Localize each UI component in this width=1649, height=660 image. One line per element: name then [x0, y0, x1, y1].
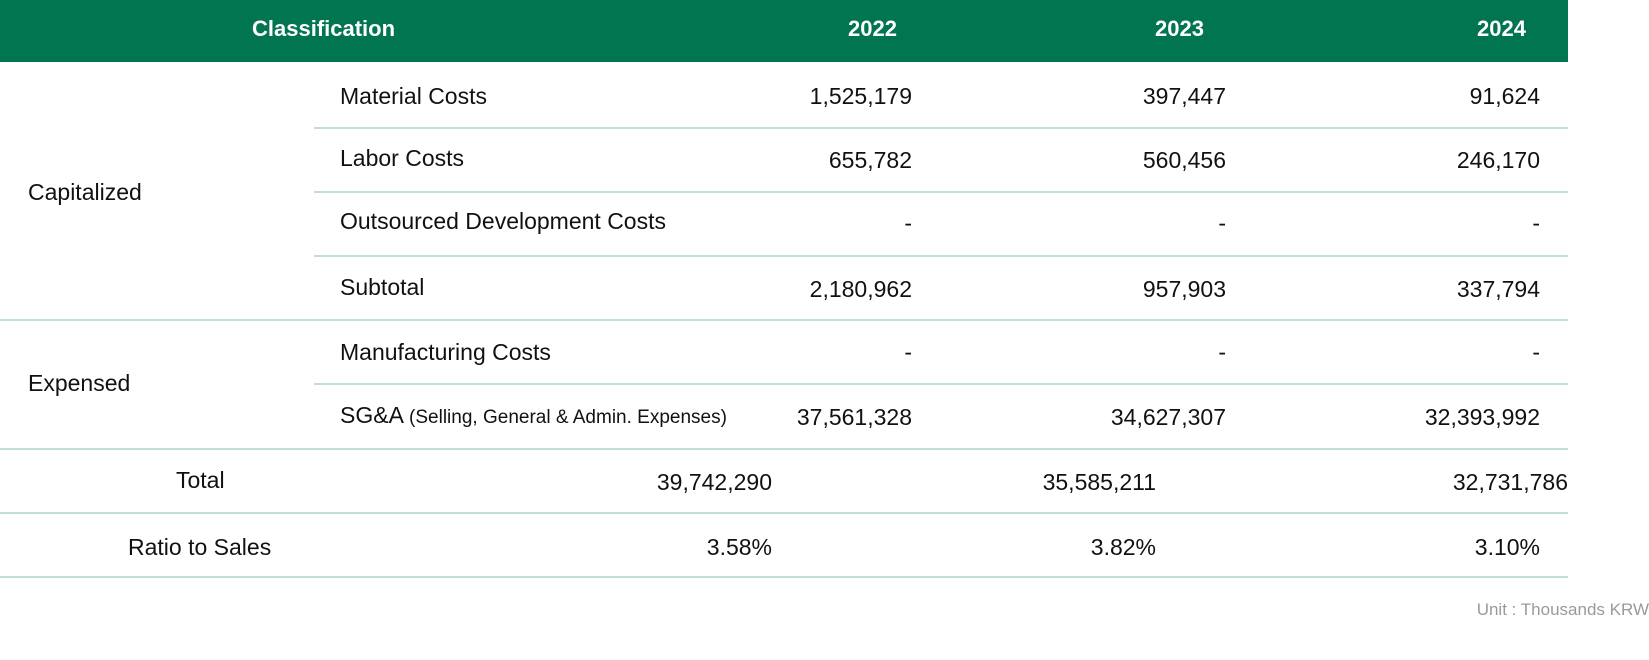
unit-note: Unit : Thousands KRW [1476, 600, 1649, 619]
row-label-labor-costs: Labor Costs [340, 145, 465, 171]
cell-manufacturing-2022: - [904, 339, 912, 365]
total-2022: 39,742,290 [656, 469, 772, 495]
total-label: Total [176, 467, 225, 493]
group-divider [0, 448, 1568, 450]
header-year-2022: 2022 [848, 16, 897, 41]
row-label-manufacturing-costs: Manufacturing Costs [340, 339, 551, 365]
group-capitalized: Capitalized [28, 179, 142, 205]
header-year-2024: 2024 [1477, 16, 1526, 41]
cell-material-2023: 397,447 [1142, 83, 1226, 109]
cell-outsourced-2023: - [1218, 210, 1226, 236]
header-classification: Classification [252, 16, 396, 41]
header-year-2023: 2023 [1155, 16, 1204, 41]
row-divider [314, 191, 1568, 193]
cell-manufacturing-2023: - [1218, 339, 1226, 365]
row-label-material-costs: Material Costs [340, 83, 487, 109]
cell-outsourced-2022: - [904, 210, 912, 236]
cell-sga-2024: 32,393,992 [1424, 404, 1540, 430]
cell-subtotal-2024: 337,794 [1456, 276, 1540, 302]
sga-note: (Selling, General & Admin. Expenses) [409, 407, 727, 428]
cell-manufacturing-2024: - [1532, 339, 1540, 365]
sga-label: SG&A [340, 402, 403, 428]
cell-labor-2023: 560,456 [1142, 147, 1226, 173]
row-label-outsourced-development-costs: Outsourced Development Costs [340, 208, 666, 234]
cell-labor-2022: 655,782 [828, 147, 912, 173]
ratio-2022: 3.58% [706, 534, 772, 560]
row-divider [314, 255, 1568, 257]
ratio-label: Ratio to Sales [128, 534, 272, 560]
cell-sga-2023: 34,627,307 [1110, 404, 1226, 430]
row-divider [314, 383, 1568, 385]
group-divider [0, 319, 1568, 321]
cell-labor-2024: 246,170 [1456, 147, 1540, 173]
row-divider [0, 512, 1568, 514]
cell-outsourced-2024: - [1532, 210, 1540, 236]
cell-material-2024: 91,624 [1469, 83, 1540, 109]
total-2023: 35,585,211 [1042, 469, 1156, 495]
row-label-subtotal: Subtotal [340, 274, 425, 300]
cell-subtotal-2022: 2,180,962 [809, 276, 912, 302]
table-bottom-border [0, 576, 1568, 578]
row-label-sga: SG&A (Selling, General & Admin. Expenses… [340, 402, 727, 429]
cell-sga-2022: 37,561,328 [796, 404, 912, 430]
ratio-2024: 3.10% [1474, 534, 1540, 560]
ratio-2023: 3.82% [1090, 534, 1156, 560]
row-divider [314, 127, 1568, 129]
cell-material-2022: 1,525,179 [809, 83, 912, 109]
cell-subtotal-2023: 957,903 [1142, 276, 1226, 302]
table-header: Classification 2022 2023 2024 [0, 0, 1568, 62]
group-expensed: Expensed [28, 370, 131, 396]
total-2024: 32,731,786 [1452, 469, 1568, 495]
